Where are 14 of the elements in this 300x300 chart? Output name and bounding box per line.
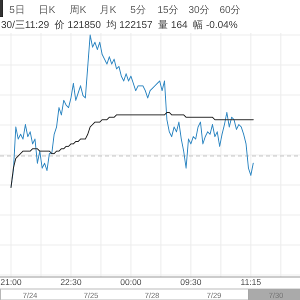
x-tick-label: 09:30: [180, 277, 202, 287]
text: 15分: [157, 4, 179, 16]
text: 日K: [38, 5, 56, 16]
text: 周K: [70, 5, 87, 16]
text: 5分: [130, 4, 146, 16]
x-tick-label: 00:00: [120, 277, 142, 287]
text: 月K: [100, 5, 117, 16]
x-tick-label: 21:00: [0, 277, 22, 287]
x-tick-label: 11:15: [240, 277, 262, 287]
text: 30分: [188, 4, 210, 16]
text: 5日: [9, 5, 25, 16]
text: 60分: [219, 4, 241, 16]
x-tick-label: 22:30: [60, 277, 82, 287]
text: 30/三11:29 价 121850 均 122157 量 164 幅 -0.04%: [1, 19, 238, 31]
